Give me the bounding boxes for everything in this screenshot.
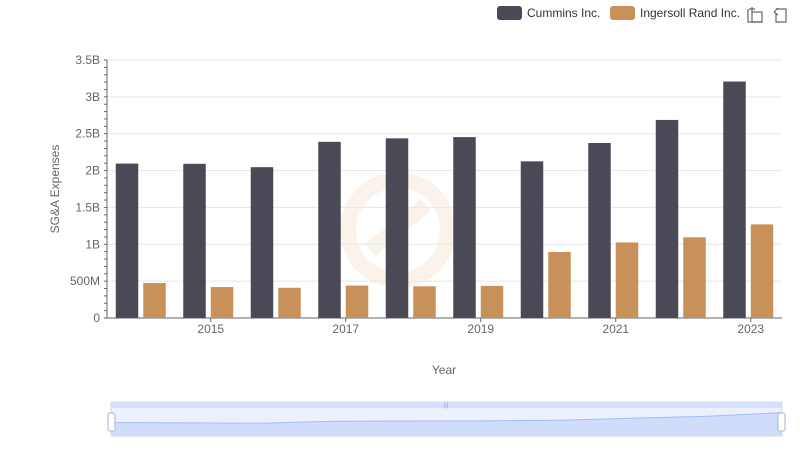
bar-ingersoll-2023[interactable] (750, 224, 774, 318)
restore-icon[interactable] (773, 7, 787, 23)
bars (115, 81, 774, 319)
y-tick-label: 3B (85, 90, 100, 104)
bar-cummins-2022[interactable] (655, 119, 679, 318)
legend-swatch-cummins (497, 6, 522, 20)
data-zoom-top-bar[interactable] (111, 402, 782, 408)
bar-ingersoll-2022[interactable] (683, 237, 706, 318)
x-axis-title: Year (432, 363, 456, 377)
data-zoom-selection[interactable] (111, 408, 782, 436)
legend: Cummins Inc. Ingersoll Rand Inc. (497, 6, 740, 20)
data-zoom-handle-right[interactable] (777, 412, 786, 432)
legend-label-cummins: Cummins Inc. (527, 6, 600, 20)
legend-item-cummins[interactable]: Cummins Inc. (497, 6, 600, 20)
data-zoom-slider[interactable]: ||| (107, 401, 786, 437)
bar-ingersoll-2017[interactable] (345, 285, 369, 318)
bar-ingersoll-2015[interactable] (210, 287, 234, 318)
bar-cummins-2014[interactable] (115, 163, 139, 318)
data-zoom-preview-area (111, 412, 782, 436)
y-axis-title: SG&A Expenses (48, 145, 62, 234)
y-tick-label: 500M (70, 274, 100, 288)
x-tick-label: 2019 (467, 322, 494, 336)
legend-label-ingersoll: Ingersoll Rand Inc. (640, 6, 740, 20)
data-zoom-grip-icon[interactable]: ||| (444, 403, 449, 409)
y-axis: 0 500M 1B 1.5B 2B 2.5B 3B 3.5B (70, 53, 108, 325)
bar-cummins-2015[interactable] (183, 163, 206, 318)
bar-cummins-2021[interactable] (588, 143, 611, 318)
x-tick-label: 2015 (197, 322, 224, 336)
legend-swatch-ingersoll (610, 6, 635, 20)
bar-ingersoll-2019[interactable] (480, 285, 504, 318)
y-tick-label: 1B (85, 237, 100, 251)
bar-cummins-2017[interactable] (318, 141, 341, 318)
bar-ingersoll-2018[interactable] (413, 286, 436, 318)
y-tick-label: 0 (93, 311, 100, 325)
bar-cummins-2018[interactable] (385, 138, 409, 318)
bar-cummins-2020[interactable] (520, 161, 544, 318)
y-tick-label: 1.5B (75, 200, 100, 214)
y-tick-label: 2B (85, 164, 100, 178)
bar-ingersoll-2021[interactable] (615, 242, 639, 318)
bar-ingersoll-2014[interactable] (143, 282, 166, 318)
y-tick-label: 2.5B (75, 127, 100, 141)
data-zoom-preview-line (110, 412, 783, 424)
data-zoom-handle-left[interactable] (107, 412, 116, 432)
x-tick-label: 2023 (737, 322, 764, 336)
bar-ingersoll-2016[interactable] (278, 287, 301, 318)
x-tick-label: 2021 (602, 322, 629, 336)
bar-ingersoll-2020[interactable] (548, 252, 571, 318)
bar-cummins-2023[interactable] (723, 81, 746, 319)
legend-item-ingersoll[interactable]: Ingersoll Rand Inc. (610, 6, 740, 20)
y-tick-label: 3.5B (75, 53, 100, 67)
bar-cummins-2016[interactable] (250, 167, 274, 318)
x-tick-label: 2017 (332, 322, 359, 336)
x-axis: 2015 2017 2019 2021 2023 (107, 317, 782, 336)
data-zoom-icon[interactable] (747, 7, 763, 23)
bar-cummins-2019[interactable] (453, 137, 476, 318)
